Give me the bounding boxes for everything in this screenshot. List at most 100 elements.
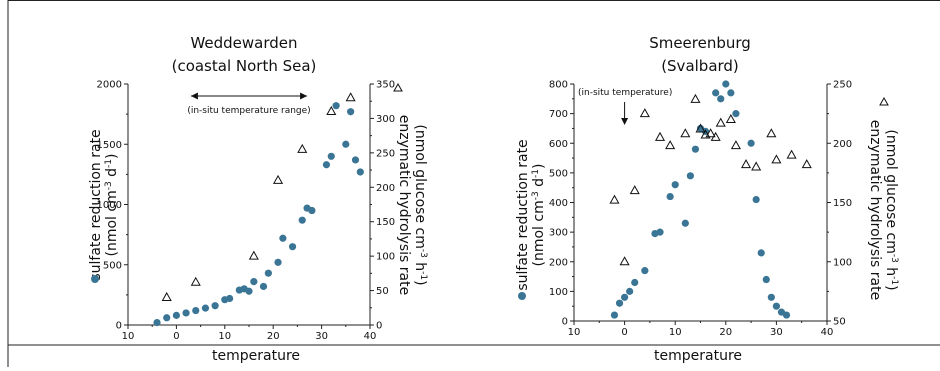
chart1-ytick-left-label: 1000 — [97, 200, 122, 211]
chart2-enzymatic-point — [629, 185, 640, 195]
chart2-ylabel-right: enzymatic hydrolysis rate — [867, 120, 883, 300]
chart2-xtick-label: 10 — [568, 327, 581, 338]
chart1-enzymatic-point — [190, 276, 201, 286]
chart1-ytick-left-label: 0 — [116, 321, 122, 332]
chart2-sulfate-point — [772, 302, 781, 310]
chart1-sulfate-point — [356, 168, 364, 176]
chart1-annotation-label: (in-situ temperature range) — [187, 106, 310, 116]
chart2-xtick-label: 30 — [770, 327, 783, 338]
chart1-annotation-arrowhead-right — [300, 92, 308, 100]
chart2-ylabel-left-units: (nmol cm-3 d-1) — [531, 164, 547, 267]
chart1-annotation-arrowhead-left — [190, 92, 198, 100]
chart2-enzymatic-point — [665, 140, 676, 150]
chart1-ytick-left-label: 500 — [103, 260, 122, 271]
chart1-sulfate-point — [264, 269, 272, 277]
chart2-enzymatic-point — [695, 123, 706, 133]
chart2-sulfate-point — [610, 311, 619, 319]
chart2-ylabel-left: sulfate reduction rate — [515, 139, 531, 290]
chart1-sulfate-point — [226, 294, 234, 303]
chart2-sulfate-point — [722, 80, 730, 88]
chart2-ytick-left-label: 600 — [549, 139, 568, 150]
chart1-sulfate-point — [322, 161, 331, 169]
chart1-sulfate-point — [274, 258, 282, 266]
chart2-enzymatic-point — [766, 128, 777, 138]
chart2-sulfate-point — [671, 181, 679, 189]
chart2-ytick-right-label: 250 — [833, 80, 852, 91]
chart2-sulfate-point — [686, 172, 694, 180]
chart1-sulfate-point — [172, 311, 180, 319]
chart1-sulfate-point — [332, 102, 340, 110]
chart2-sulfate-point — [727, 89, 735, 97]
chart2-enzymatic-point — [751, 161, 762, 171]
chart2-ytick-right-label: 150 — [833, 198, 852, 209]
chart2-ytick-left-label: 100 — [549, 287, 568, 298]
chart2-sulfate-point — [782, 311, 791, 319]
chart1-enzymatic-point — [248, 250, 259, 260]
chart1-enzymatic-point — [272, 174, 284, 184]
chart2-sulfate-point — [626, 287, 634, 295]
chart2-ylabel-left-marker — [518, 292, 526, 300]
chart1-ytick-right-label: 350 — [376, 80, 395, 91]
chart1-ytick-left-label: 2000 — [97, 80, 122, 91]
chart1-enzymatic-point — [326, 106, 337, 116]
chart2-ytick-right-label: 200 — [833, 139, 852, 150]
chart1-ylabel-right-units: (nmol glucose cm-3 h-1) — [412, 124, 428, 285]
chart2-ytick-left-label: 300 — [549, 228, 568, 239]
chart1-subtitle: (coastal North Sea) — [172, 57, 317, 75]
chart1-sulfate-point — [250, 278, 258, 286]
chart1-ytick-right-label: 200 — [376, 183, 395, 194]
chart1-ytick-right-label: 250 — [376, 148, 395, 159]
chart2-ytick-left-label: 400 — [549, 198, 568, 209]
chart2-enzymatic-point — [725, 114, 736, 124]
chart1-xtick-label: 30 — [315, 331, 328, 342]
chart1-sulfate-point — [182, 309, 190, 317]
chart1-sulfate-point — [163, 314, 171, 322]
chart2-annotation-arrowhead — [621, 118, 629, 125]
chart1-ylabel-right-group: enzymatic hydrolysis rate (nmol glucose … — [396, 115, 428, 295]
chart2-sulfate-point — [762, 275, 770, 284]
chart2-enzymatic-point — [715, 117, 726, 127]
chart1-sulfate-point — [279, 234, 287, 242]
chart1-sulfate-point — [259, 282, 268, 291]
chart2-sulfate-point — [752, 195, 760, 204]
chart1-sulfate-point — [327, 152, 335, 160]
chart2-ylabel-left-group: sulfate reduction rate (nmol cm-3 d-1) — [515, 139, 547, 290]
chart2-enzymatic-point — [639, 108, 650, 118]
chart2-sulfate-point — [631, 278, 639, 287]
chart1-xtick-label: 0 — [173, 331, 179, 342]
chart2-ytick-left-label: 200 — [549, 257, 568, 268]
chart2-enzymatic-point — [654, 131, 666, 141]
chart2-sulfate-point — [717, 95, 725, 103]
chart2-ytick-right-label: 100 — [833, 257, 852, 268]
chart2-ytick-left-label: 500 — [549, 168, 568, 179]
chart2-annotation-label: (in-situ temperature) — [578, 88, 672, 98]
chart1-xtick-label: 10 — [218, 331, 231, 342]
chart2-sulfate-point — [712, 89, 720, 97]
chart2-title: Smeerenburg — [649, 34, 751, 52]
chart2-sulfate-point — [656, 228, 664, 236]
chart2-enzymatic-point — [705, 128, 716, 138]
chart1-sulfate-point — [342, 140, 350, 148]
chart2-sulfate-point — [757, 249, 765, 257]
chart2-sulfate-point — [615, 299, 624, 307]
chart1-title: Weddewarden — [190, 34, 297, 52]
chart2-enzymatic-point — [786, 149, 797, 159]
chart2-ylabel-right-units: (nmol glucose cm-3 h-1) — [883, 129, 899, 290]
chart1-enzymatic-point — [345, 92, 356, 102]
chart1-ytick-right-label: 100 — [376, 252, 395, 263]
chart1-sulfate-point — [308, 206, 316, 215]
chart2-sulfate-point — [732, 110, 740, 118]
chart1-sulfate-point — [153, 318, 161, 327]
chart1-xtick-label: 10 — [122, 331, 135, 342]
chart1-sulfate-point — [192, 306, 200, 315]
chart1-ytick-right-label: 50 — [376, 286, 389, 297]
chart1-sulfate-point — [201, 304, 210, 312]
chart2-xtick-label: 20 — [719, 327, 732, 338]
chart1-sulfate-point — [245, 287, 253, 295]
chart2-sulfate-point — [747, 139, 755, 147]
chart1-xtick-label: 20 — [267, 331, 280, 342]
chart1-ytick-left-label: 1500 — [97, 140, 122, 151]
chart1-sulfate-point — [211, 302, 219, 310]
chart2-enzymatic-point — [680, 128, 691, 138]
